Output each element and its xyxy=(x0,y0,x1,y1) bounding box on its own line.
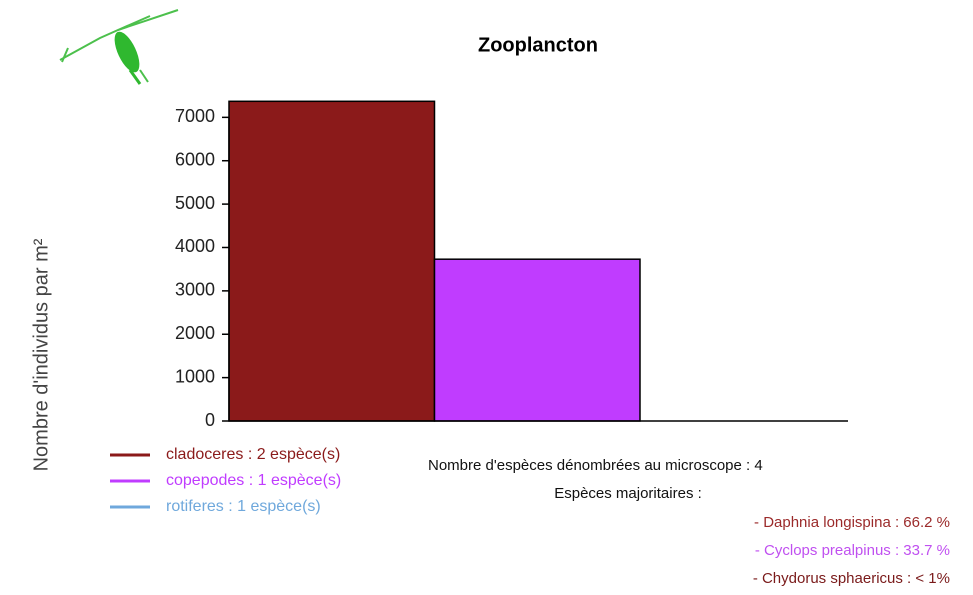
annotation: Nombre d'espèces dénombrées au microscop… xyxy=(428,457,763,474)
y-tick-label: 3000 xyxy=(175,280,215,300)
legend-label: copepodes : 1 espèce(s) xyxy=(166,472,341,489)
legend-label: rotiferes : 1 espèce(s) xyxy=(166,498,321,515)
y-tick-label: 4000 xyxy=(175,236,215,256)
annotation: Espèces majoritaires : xyxy=(554,485,702,502)
y-axis-label: Nombre d'individus par m² xyxy=(30,238,52,471)
species-item: - Cyclops prealpinus : 33.7 % xyxy=(755,542,950,559)
legend-label: cladoceres : 2 espèce(s) xyxy=(166,446,340,463)
y-tick-label: 5000 xyxy=(175,193,215,213)
bar xyxy=(228,100,436,422)
chart-title: Zooplancton xyxy=(478,34,598,56)
copepod-icon xyxy=(59,9,179,85)
y-tick-label: 2000 xyxy=(175,323,215,343)
species-item: - Daphnia longispina : 66.2 % xyxy=(754,514,950,531)
y-tick-label: 1000 xyxy=(175,366,215,386)
bar xyxy=(433,258,641,422)
y-tick-label: 7000 xyxy=(175,106,215,126)
y-tick-label: 6000 xyxy=(175,149,215,169)
species-item: - Chydorus sphaericus : < 1% xyxy=(753,570,950,587)
y-tick-label: 0 xyxy=(205,410,215,430)
